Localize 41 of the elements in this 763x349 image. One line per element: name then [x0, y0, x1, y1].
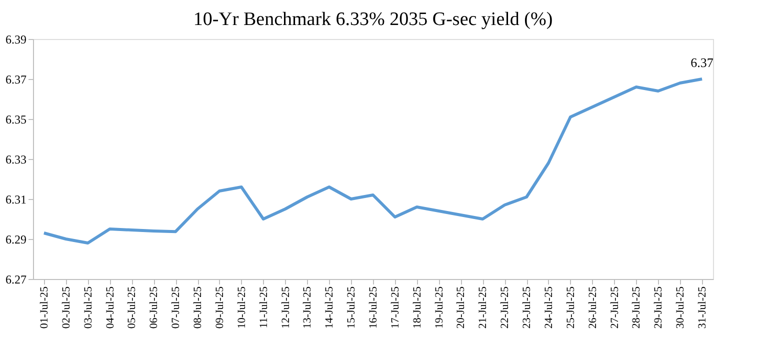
x-tick-label: 19-Jul-25 [433, 286, 446, 329]
x-tick-label: 18-Jul-25 [411, 286, 424, 329]
x-tick-label: 29-Jul-25 [652, 286, 665, 329]
x-tick-label: 24-Jul-25 [542, 286, 555, 329]
x-tick-label: 31-Jul-25 [696, 286, 709, 329]
x-tick-label: 03-Jul-25 [82, 286, 94, 329]
line-series [42, 78, 704, 244]
x-tick-label: 17-Jul-25 [389, 286, 402, 329]
y-tick-label: 6.35 [6, 112, 26, 126]
x-tick-label: 28-Jul-25 [630, 286, 643, 329]
y-tick-label: 6.29 [6, 232, 26, 246]
y-tick-label: 6.27 [6, 272, 26, 286]
x-tick-label: 07-Jul-25 [170, 286, 182, 329]
x-tick-label: 30-Jul-25 [674, 286, 687, 329]
x-tick-label: 11-Jul-25 [258, 286, 270, 328]
x-tick-label: 14-Jul-25 [324, 286, 336, 329]
x-tick-label: 15-Jul-25 [346, 286, 358, 329]
x-tick-label: 20-Jul-25 [455, 286, 468, 329]
x-tick-label: 26-Jul-25 [586, 286, 599, 329]
x-tick-label: 12-Jul-25 [280, 286, 292, 329]
chart-title: 10-Yr Benchmark 6.33% 2035 G-sec yield (%) [193, 9, 553, 30]
y-tick-label: 6.39 [6, 32, 26, 46]
x-tick-label: 06-Jul-25 [148, 286, 160, 329]
x-tick-label: 25-Jul-25 [564, 286, 577, 329]
x-tick-label: 05-Jul-25 [126, 286, 138, 329]
x-tick-label: 27-Jul-25 [608, 286, 621, 329]
x-tick-label: 10-Jul-25 [236, 286, 248, 329]
data-label: 6.37 [690, 55, 714, 70]
y-tick-label: 6.37 [6, 72, 26, 86]
x-tick-label: 08-Jul-25 [192, 286, 204, 329]
y-tick-label: 6.31 [6, 192, 26, 206]
x-tick-label: 02-Jul-25 [60, 286, 72, 329]
x-tick-label: 01-Jul-25 [38, 286, 50, 329]
x-tick-label: 22-Jul-25 [499, 286, 512, 329]
x-tick-label: 21-Jul-25 [477, 286, 490, 329]
y-tick-label: 6.33 [6, 152, 26, 166]
x-tick-label: 23-Jul-25 [521, 286, 534, 329]
x-tick-label: 09-Jul-25 [214, 286, 226, 329]
x-tick-label: 16-Jul-25 [368, 286, 380, 329]
x-tick-label: 04-Jul-25 [104, 286, 116, 329]
x-tick-label: 13-Jul-25 [302, 286, 314, 329]
